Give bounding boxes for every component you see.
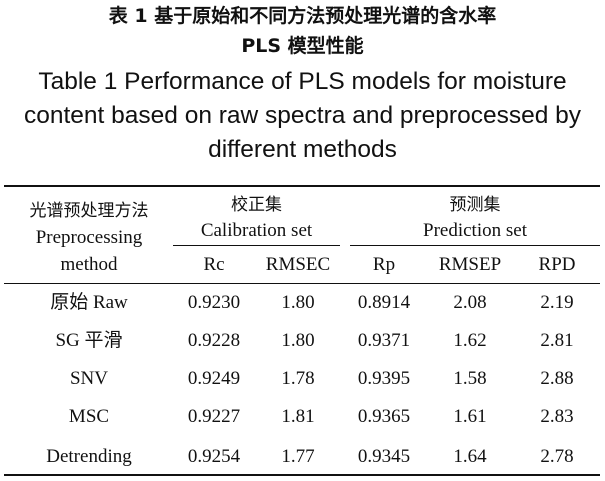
calibration-group-rule — [173, 245, 340, 246]
row-rc: 0.9249 — [187, 368, 241, 389]
table-caption-en-line3: different methods — [208, 136, 397, 163]
row-method: SG 平滑 — [55, 330, 123, 351]
table-caption-en-line1: Table 1 Performance of PLS models for mo… — [38, 68, 567, 95]
column-header-rp: Rp — [372, 254, 396, 275]
row-rc: 0.9230 — [187, 292, 241, 313]
column-header-rmsep: RMSEP — [438, 254, 502, 275]
row-rmsep: 1.62 — [453, 330, 487, 351]
header-method-cn: 光谱预处理方法 — [29, 201, 149, 221]
header-method-en-line2: method — [60, 254, 118, 275]
table-caption-cn-line2: PLS 模型性能 — [241, 35, 364, 57]
column-header-rpd: RPD — [538, 254, 576, 275]
header-prediction-en: Prediction set — [423, 220, 527, 241]
row-rc: 0.9228 — [187, 330, 241, 351]
row-rmsec: 1.80 — [281, 330, 315, 351]
row-rp: 0.9365 — [357, 406, 411, 427]
table-header-rule — [4, 283, 600, 284]
table-bottom-rule — [4, 474, 600, 476]
row-rmsec: 1.77 — [281, 446, 315, 467]
table-top-rule — [4, 185, 600, 187]
row-method: 原始 Raw — [50, 292, 128, 313]
row-rpd: 2.83 — [540, 406, 574, 427]
row-method: MSC — [68, 406, 110, 427]
row-rpd: 2.19 — [540, 292, 574, 313]
column-header-rc: Rc — [203, 254, 225, 275]
header-calibration-cn: 校正集 — [231, 195, 282, 215]
header-prediction-cn: 预测集 — [449, 195, 501, 215]
table-caption-cn-line1: 表 1 基于原始和不同方法预处理光谱的含水率 — [108, 5, 497, 27]
row-rc: 0.9227 — [187, 406, 241, 427]
row-rmsep: 1.61 — [453, 406, 487, 427]
header-calibration-en: Calibration set — [200, 220, 313, 241]
row-rp: 0.9371 — [357, 330, 411, 351]
row-method: Detrending — [46, 446, 132, 467]
row-rp: 0.9345 — [357, 446, 411, 467]
row-rmsep: 1.58 — [453, 368, 487, 389]
table-caption-en-line2: content based on raw spectra and preproc… — [23, 102, 582, 129]
row-rmsec: 1.78 — [281, 368, 315, 389]
row-rmsep: 1.64 — [453, 446, 487, 467]
row-rmsep: 2.08 — [453, 292, 487, 313]
row-rp: 0.8914 — [357, 292, 411, 313]
row-rpd: 2.78 — [540, 446, 574, 467]
row-rpd: 2.88 — [540, 368, 574, 389]
row-rmsec: 1.81 — [281, 406, 315, 427]
column-header-rmsec: RMSEC — [265, 254, 331, 275]
row-rpd: 2.81 — [540, 330, 574, 351]
row-method: SNV — [69, 368, 108, 389]
header-method-en-line1: Preprocessing — [35, 227, 143, 248]
prediction-group-rule — [350, 245, 600, 246]
row-rmsec: 1.80 — [281, 292, 315, 313]
row-rp: 0.9395 — [357, 368, 411, 389]
row-rc: 0.9254 — [187, 446, 241, 467]
